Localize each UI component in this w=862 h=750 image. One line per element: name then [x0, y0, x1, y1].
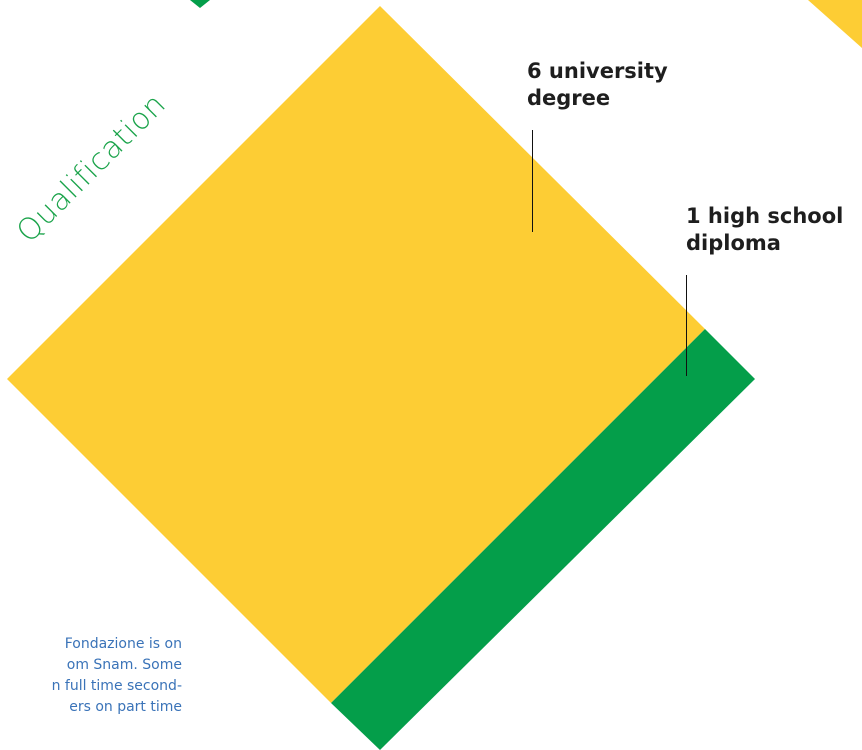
top-green-accent [190, 0, 210, 8]
body-text-line2: om Snam. Some [66, 657, 182, 673]
high-school-label-line1: 1 high school [686, 204, 844, 228]
high-school-label-line2: diploma [686, 231, 781, 255]
university-label-line1: 6 university [527, 59, 668, 83]
body-text-line3: n full time second- [51, 678, 182, 694]
top-right-yellow-corner [808, 0, 862, 48]
university-label-line2: degree [527, 86, 611, 110]
yellow-diamond-university [7, 6, 705, 703]
green-strip-high-school [331, 329, 755, 750]
university-degree-label: 6 university degree [527, 58, 668, 112]
body-text-line4: ers on part time [69, 699, 182, 715]
body-text-line1: Fondazione is on [64, 636, 182, 652]
high-school-diploma-label: 1 high school diploma [686, 203, 843, 257]
university-leader-line [532, 130, 533, 232]
body-text-paragraph: Fondazione is on om Snam. Some n full ti… [0, 634, 182, 718]
high-school-leader-line [686, 275, 687, 376]
